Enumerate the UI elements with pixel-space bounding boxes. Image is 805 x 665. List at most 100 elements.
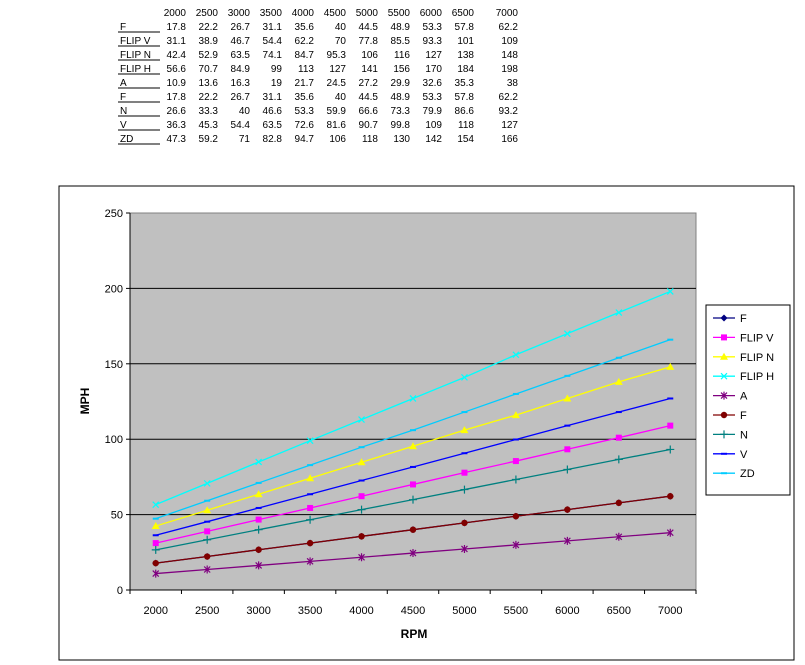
data-point[interactable] [666, 362, 675, 370]
data-point[interactable] [460, 426, 469, 434]
data-point[interactable] [152, 559, 159, 567]
data-point[interactable] [512, 540, 520, 549]
data-point[interactable] [461, 373, 468, 381]
data-point[interactable] [409, 395, 417, 402]
data-point[interactable] [666, 287, 674, 295]
data-point[interactable] [615, 411, 622, 414]
data-point[interactable] [255, 506, 262, 509]
data-point[interactable] [255, 561, 263, 570]
data-point[interactable] [204, 520, 211, 523]
data-point[interactable] [409, 495, 417, 504]
data-point[interactable] [563, 465, 572, 474]
data-point[interactable] [410, 465, 416, 468]
data-point[interactable] [409, 442, 417, 450]
data-point[interactable] [667, 493, 674, 500]
legend-marker[interactable] [720, 372, 728, 380]
data-point[interactable] [306, 539, 314, 547]
data-point[interactable] [152, 540, 159, 547]
data-point[interactable] [667, 338, 674, 341]
data-point[interactable] [358, 479, 365, 482]
data-point[interactable] [255, 481, 262, 484]
data-point[interactable] [511, 475, 520, 484]
data-point[interactable] [357, 505, 366, 514]
data-point[interactable] [255, 458, 263, 466]
data-point[interactable] [358, 416, 365, 424]
data-point[interactable] [564, 506, 571, 513]
data-point[interactable] [203, 565, 211, 574]
data-point[interactable] [563, 330, 571, 338]
data-point[interactable] [461, 411, 468, 414]
data-point[interactable] [203, 535, 212, 544]
data-point[interactable] [409, 549, 417, 558]
data-point[interactable] [512, 351, 520, 359]
data-point[interactable] [614, 455, 623, 464]
data-point[interactable] [615, 356, 622, 359]
data-point[interactable] [203, 553, 211, 560]
data-point[interactable] [254, 490, 263, 498]
data-point[interactable] [152, 534, 159, 537]
data-point[interactable] [203, 479, 211, 487]
data-point[interactable] [152, 569, 160, 578]
data-point[interactable] [563, 394, 572, 402]
data-point[interactable] [461, 452, 468, 455]
data-point[interactable] [358, 553, 365, 562]
data-point[interactable] [563, 536, 571, 545]
legend-marker[interactable] [721, 452, 727, 455]
data-point[interactable] [306, 474, 315, 482]
data-point[interactable] [255, 516, 262, 523]
data-point[interactable] [410, 481, 416, 488]
legend-marker[interactable] [721, 472, 727, 475]
data-point[interactable] [358, 493, 365, 500]
data-point[interactable] [512, 392, 519, 395]
data-point[interactable] [204, 499, 211, 502]
data-point[interactable] [666, 528, 674, 537]
data-point[interactable] [512, 458, 519, 465]
table-cell: 19 [271, 78, 283, 89]
data-point[interactable] [460, 485, 469, 494]
data-point[interactable] [151, 522, 160, 530]
legend-marker[interactable] [720, 314, 728, 322]
data-point[interactable] [615, 499, 623, 507]
data-point[interactable] [666, 445, 675, 454]
data-point[interactable] [306, 557, 314, 566]
data-point[interactable] [564, 446, 571, 453]
legend-marker[interactable] [720, 391, 728, 400]
x-tick-label: 7000 [658, 605, 682, 617]
data-point[interactable] [667, 397, 674, 400]
data-point[interactable] [667, 422, 674, 429]
legend-marker[interactable] [721, 334, 727, 341]
data-point[interactable] [564, 374, 571, 377]
data-point[interactable] [461, 519, 468, 527]
data-point[interactable] [203, 506, 212, 514]
data-point[interactable] [615, 532, 623, 541]
data-point[interactable] [358, 533, 365, 540]
data-point[interactable] [615, 309, 623, 316]
legend-marker[interactable] [720, 430, 728, 439]
table-cell: 106 [329, 134, 346, 145]
data-point[interactable] [357, 458, 366, 466]
data-point[interactable] [511, 411, 520, 419]
data-point[interactable] [204, 528, 211, 535]
data-point[interactable] [306, 515, 315, 524]
legend-marker[interactable] [720, 352, 728, 360]
data-point[interactable] [358, 446, 365, 449]
data-point[interactable] [152, 501, 160, 509]
legend-marker[interactable] [720, 411, 728, 419]
data-point[interactable] [614, 377, 623, 385]
data-point[interactable] [152, 517, 159, 520]
data-point[interactable] [151, 545, 160, 554]
data-point[interactable] [512, 438, 519, 441]
data-point[interactable] [307, 504, 314, 511]
data-point[interactable] [564, 424, 571, 427]
data-point[interactable] [307, 493, 314, 496]
data-point[interactable] [461, 469, 468, 476]
data-point[interactable] [307, 464, 314, 467]
data-point[interactable] [410, 429, 416, 432]
data-point[interactable] [254, 525, 263, 534]
data-point[interactable] [306, 437, 314, 445]
data-point[interactable] [461, 544, 468, 553]
data-point[interactable] [615, 434, 622, 441]
data-point[interactable] [409, 526, 417, 533]
data-point[interactable] [255, 546, 262, 553]
data-point[interactable] [512, 513, 520, 520]
